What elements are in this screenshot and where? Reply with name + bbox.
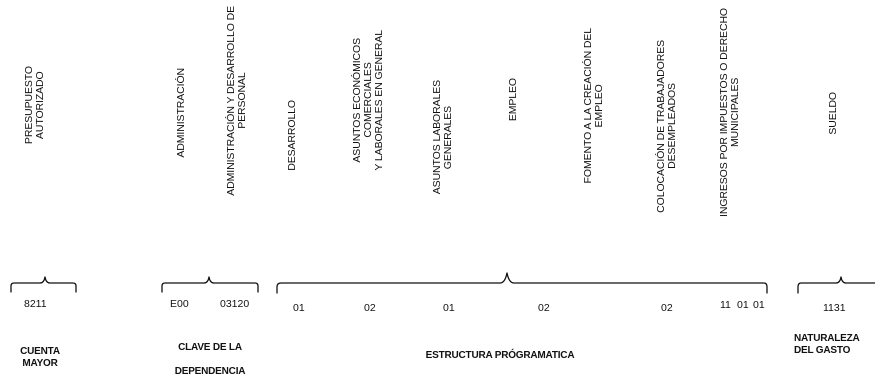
brace-cuenta-mayor xyxy=(10,276,77,293)
code-e00: E00 xyxy=(170,298,189,310)
code-01-d: 01 xyxy=(753,299,765,311)
code-11: 11 xyxy=(720,299,731,311)
group-clave-dependencia-line1: CLAVE DE LA xyxy=(178,342,242,353)
code-01-c: 01 xyxy=(737,299,749,311)
code-cuenta: 8211 xyxy=(24,298,47,310)
code-02-a: 02 xyxy=(364,302,376,314)
brace-clave-dependencia xyxy=(161,276,259,293)
group-clave-dependencia-line2: DEPENDENCIA xyxy=(174,366,246,377)
brace-estructura xyxy=(276,272,768,294)
code-01-b: 01 xyxy=(443,302,455,314)
code-02-c: 02 xyxy=(661,302,673,314)
code-03120: 03120 xyxy=(220,298,250,310)
code-01-a: 01 xyxy=(293,302,305,314)
brace-naturaleza xyxy=(797,276,875,294)
group-naturaleza: NATURALEZA DEL GASTO xyxy=(794,333,860,356)
group-estructura: ESTRUCTURA PRÓGRAMATICA xyxy=(425,350,575,361)
code-naturaleza: 1131 xyxy=(823,302,846,314)
group-cuenta-mayor: CUENTA MAYOR xyxy=(20,346,60,369)
code-02-b: 02 xyxy=(538,302,550,314)
